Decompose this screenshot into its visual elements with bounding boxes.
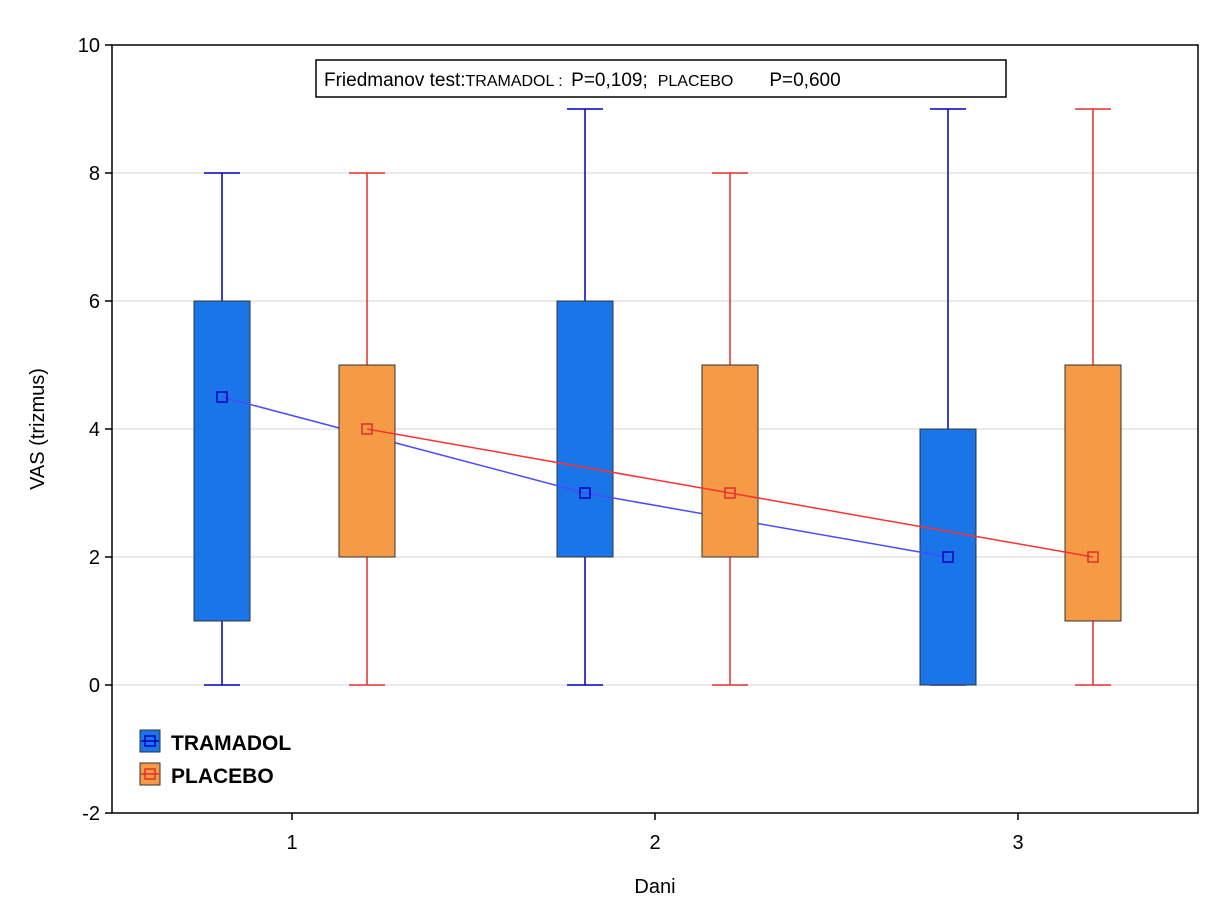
legend-label-tramadol: TRAMADOL xyxy=(171,732,291,755)
x-tick-label-3: 3 xyxy=(1012,832,1023,854)
y-tick-label-8: 8 xyxy=(89,163,100,185)
y-tick-label-4: 4 xyxy=(89,419,100,441)
x-tick-label-2: 2 xyxy=(649,832,660,854)
y-tick-label-2: 2 xyxy=(89,547,100,569)
median-marker-placebo-1 xyxy=(361,423,373,435)
legend: TRAMADOL PLACEBO xyxy=(139,729,291,788)
annotation-group1-p: P=0,109; xyxy=(571,70,648,91)
y-tick-label--2: -2 xyxy=(82,803,100,825)
annotation-box: Friedmanov test:TRAMADOL : P=0,109; PLACE… xyxy=(315,59,1007,98)
plot-marks xyxy=(193,108,1122,686)
annotation-test-label: Friedmanov test: xyxy=(324,70,466,91)
box-tramadol-2 xyxy=(556,300,614,558)
box-placebo-3 xyxy=(1064,364,1122,622)
annotation-text: Friedmanov test:TRAMADOL : P=0,109; PLACE… xyxy=(324,70,841,91)
median-marker-tramadol-2 xyxy=(579,487,591,499)
y-axis-label: VAS (trizmus) xyxy=(27,368,49,490)
legend-marker-placebo xyxy=(144,768,156,780)
annotation-group2-label: PLACEBO xyxy=(658,73,734,90)
x-tick-label-1: 1 xyxy=(286,832,297,854)
y-axis-ticks: -2 0 2 4 6 8 10 xyxy=(78,35,112,825)
y-tick-label-10: 10 xyxy=(78,35,100,57)
box-placebo-2 xyxy=(701,364,759,558)
median-marker-placebo-2 xyxy=(724,487,736,499)
median-marker-tramadol-3 xyxy=(942,551,954,563)
median-marker-placebo-3 xyxy=(1087,551,1099,563)
y-tick-label-6: 6 xyxy=(89,291,100,313)
legend-item-placebo: PLACEBO xyxy=(139,762,274,788)
legend-item-tramadol: TRAMADOL xyxy=(139,729,291,755)
series-tramadol xyxy=(193,108,977,686)
box-placebo-1 xyxy=(338,364,396,558)
box-tramadol-1 xyxy=(193,300,251,622)
legend-marker-tramadol xyxy=(144,735,156,747)
annotation-frame xyxy=(315,59,1007,98)
legend-label-placebo: PLACEBO xyxy=(171,765,274,788)
gridlines xyxy=(112,172,1198,686)
x-axis-ticks: 1 2 3 xyxy=(286,813,1024,854)
annotation-group1-label: TRAMADOL : xyxy=(466,73,568,90)
median-marker-tramadol-1 xyxy=(216,391,228,403)
median-line-placebo xyxy=(366,428,1094,558)
series-placebo xyxy=(338,108,1122,686)
y-tick-label-0: 0 xyxy=(89,675,100,697)
x-axis-label: Dani xyxy=(634,876,675,898)
annotation-group2-p: P=0,600 xyxy=(769,70,840,91)
